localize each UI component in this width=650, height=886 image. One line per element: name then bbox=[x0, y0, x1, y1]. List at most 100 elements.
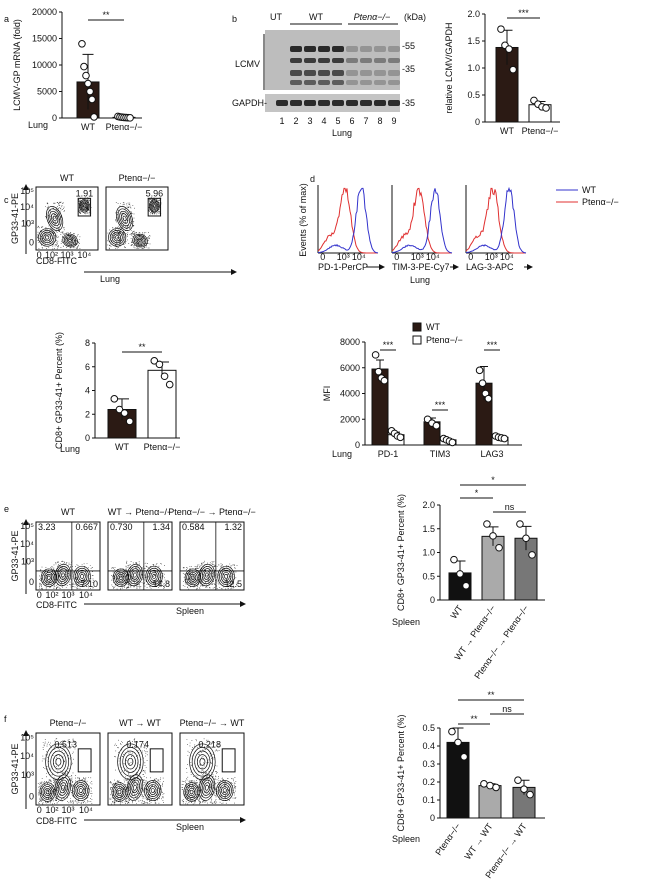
blot-band bbox=[332, 80, 344, 85]
y-tick-label: 8 bbox=[85, 338, 90, 348]
blot-band bbox=[388, 100, 400, 106]
contour-line bbox=[129, 568, 140, 582]
y-tick-label: 6000 bbox=[340, 363, 360, 373]
contour-line bbox=[191, 747, 213, 777]
x-tick-label: 0 bbox=[468, 252, 473, 262]
y-axis-label: CD8+ GP33-41+ Percent (%) bbox=[396, 494, 406, 611]
plot-header: WT bbox=[61, 507, 75, 517]
contour-line bbox=[54, 563, 72, 587]
contour-line bbox=[144, 780, 162, 802]
blot-band bbox=[290, 70, 302, 76]
contour-line bbox=[78, 571, 86, 581]
blot-band bbox=[374, 100, 386, 106]
contour-line bbox=[75, 567, 90, 585]
contour-line bbox=[41, 784, 55, 800]
data-point bbox=[380, 376, 389, 385]
contour-line bbox=[187, 572, 198, 584]
histogram-wt bbox=[391, 188, 453, 254]
data-point bbox=[497, 25, 505, 33]
contour-line bbox=[50, 750, 67, 773]
blot-band bbox=[360, 80, 372, 85]
contour-line bbox=[56, 566, 70, 585]
panel-letter: d bbox=[310, 174, 315, 184]
blot-band bbox=[304, 46, 316, 52]
gate bbox=[149, 748, 164, 773]
lane-number: 9 bbox=[391, 116, 396, 126]
contour-line bbox=[116, 787, 123, 797]
y-axis-label: CD8+ GP33-41+ Percent (%) bbox=[54, 332, 64, 449]
data-point bbox=[126, 114, 134, 122]
gate bbox=[77, 748, 92, 773]
data-point bbox=[371, 351, 380, 359]
contour-line bbox=[55, 757, 62, 766]
contour-line bbox=[147, 567, 162, 585]
blot-band bbox=[318, 46, 330, 52]
contour-line bbox=[194, 750, 211, 773]
contour-line bbox=[151, 201, 158, 211]
significance-label: ** bbox=[138, 342, 146, 352]
contour-line bbox=[224, 574, 229, 579]
contour-line bbox=[52, 754, 64, 770]
y-tick-label: 0.5 bbox=[467, 90, 480, 100]
significance-label: *** bbox=[435, 400, 446, 410]
data-point bbox=[514, 776, 522, 785]
x-tick-label: 10² bbox=[45, 805, 58, 815]
blot-band bbox=[304, 80, 316, 85]
contour-line bbox=[66, 237, 74, 244]
legend-label: WT bbox=[582, 185, 596, 195]
significance-label: * bbox=[475, 488, 479, 498]
blot-band bbox=[346, 46, 358, 52]
x-axis-label: CD8-FITC bbox=[36, 816, 77, 826]
x-axis-label: Lung bbox=[60, 444, 80, 454]
quadrant-value: 0.667 bbox=[75, 522, 98, 532]
y-tick-label: 0 bbox=[430, 813, 435, 823]
contour-line bbox=[65, 236, 75, 245]
contour-line bbox=[129, 779, 140, 796]
contour-line bbox=[57, 779, 68, 796]
contour-line bbox=[201, 779, 212, 796]
y-tick-label: 4000 bbox=[340, 389, 360, 399]
histogram-title: PD-1-PerCP bbox=[318, 262, 368, 272]
contour-line bbox=[83, 204, 86, 208]
contour-line bbox=[76, 569, 88, 583]
y-tick-label: 10⁴ bbox=[20, 751, 34, 761]
legend-label: Ptenα−/− bbox=[582, 197, 619, 207]
plot-header: Ptenα−/− bbox=[119, 173, 156, 183]
contour-line bbox=[117, 743, 144, 781]
data-point bbox=[454, 738, 462, 747]
lane-number: 8 bbox=[377, 116, 382, 126]
blot-band bbox=[276, 100, 288, 106]
y-tick-label: 10³ bbox=[21, 219, 34, 229]
contour-line bbox=[122, 215, 127, 222]
legend-swatch bbox=[412, 335, 422, 345]
blot-band bbox=[290, 46, 302, 52]
contour-line bbox=[149, 786, 157, 795]
quadrant-value: 1.34 bbox=[152, 522, 170, 532]
bar bbox=[147, 369, 177, 439]
marker-label: -35 bbox=[402, 64, 415, 74]
gate bbox=[147, 197, 162, 217]
y-tick-label: 0 bbox=[355, 440, 360, 450]
quadrant-value: 12.5 bbox=[224, 579, 242, 589]
contour-line bbox=[79, 199, 90, 213]
contour-line bbox=[152, 203, 157, 209]
contour-line bbox=[115, 572, 126, 584]
significance-label: ** bbox=[102, 10, 110, 20]
blot-band bbox=[304, 58, 316, 63]
contour-line bbox=[216, 780, 234, 802]
contour-line bbox=[152, 574, 157, 579]
blot-band bbox=[332, 70, 344, 76]
y-tick-label: 6 bbox=[85, 362, 90, 372]
x-tick-label: 10⁴ bbox=[79, 805, 93, 815]
contour-line bbox=[78, 788, 83, 793]
blot-band bbox=[388, 80, 400, 85]
histogram-ko bbox=[465, 187, 526, 254]
contour-line bbox=[204, 784, 209, 791]
contour-line bbox=[190, 575, 195, 580]
lane-number: 6 bbox=[349, 116, 354, 126]
x-tick-label: 10⁴ bbox=[500, 252, 514, 262]
contour-line bbox=[188, 787, 195, 797]
contour-line bbox=[138, 238, 142, 243]
y-tick-label: 0 bbox=[85, 433, 90, 443]
contour-line bbox=[80, 200, 89, 212]
